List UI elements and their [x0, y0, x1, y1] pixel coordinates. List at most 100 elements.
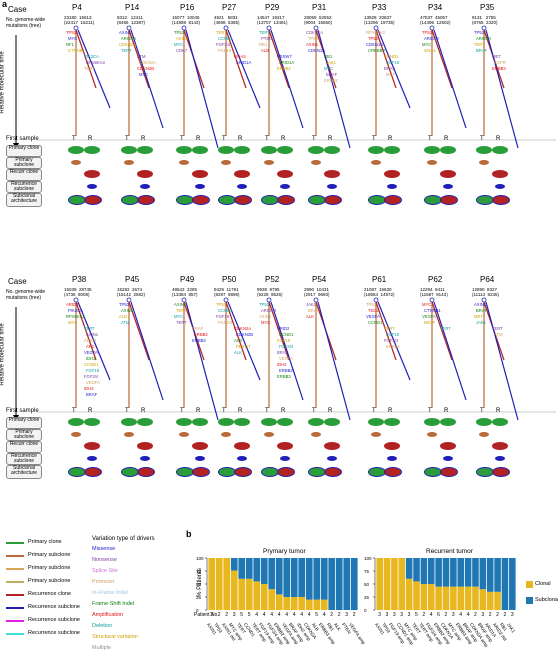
patient-count: 2 — [473, 612, 477, 618]
driver-P52-5: CCND1 — [279, 332, 294, 337]
driver-P31-8: ERBB2 — [324, 78, 338, 83]
driver-P33-1: TP53 — [368, 36, 379, 41]
clone-ellipse — [427, 159, 437, 165]
y-tick-label: 50 — [196, 581, 202, 587]
row-label-1: Primary subclone — [6, 429, 42, 441]
clone-ellipse — [277, 146, 293, 154]
clone-ellipse — [327, 455, 337, 461]
bar-clonal — [464, 586, 472, 610]
bar-subclonal — [350, 558, 358, 610]
clone-ellipse — [440, 467, 458, 477]
bar-clonal — [275, 594, 283, 610]
driver-P38-10: CCND1 — [84, 362, 99, 367]
patient-count: 4 — [429, 612, 433, 618]
legend-line-label: Recurrence clone — [28, 591, 72, 597]
clone-ellipse — [137, 170, 153, 178]
col-T: T — [428, 408, 432, 414]
clone-ellipse — [384, 442, 400, 450]
driver-P52-10: IDH2 — [277, 362, 287, 367]
col-R: R — [196, 136, 201, 142]
patient-count: 3 — [510, 612, 514, 618]
patient-count: 3 — [392, 612, 396, 618]
driver-P50-3: FGF3/4 — [218, 320, 233, 325]
mutation-count-label-top: No. genome-wide mutations (tree) — [6, 17, 46, 29]
bar-clonal — [268, 589, 276, 610]
clone-ellipse — [492, 170, 508, 178]
col-R: R — [388, 136, 393, 142]
clone-ellipse — [476, 418, 492, 426]
tree-sub-P4 — [77, 29, 111, 109]
driver-P54-2: ALK — [306, 314, 314, 319]
driver-P64-2: MET — [474, 314, 483, 319]
driver-P14-1: ARID1A — [121, 36, 137, 41]
clone-ellipse — [311, 431, 321, 437]
clone-ellipse — [384, 195, 402, 205]
patient-count: 3 — [345, 612, 349, 618]
driver-P34-1: ARID1A — [424, 36, 440, 41]
tree-recur-P61 — [375, 301, 397, 361]
case-counts-P49: 48643 2285 (13384 857) — [172, 287, 198, 297]
bar-subclonal — [290, 558, 298, 597]
bar-subclonal — [328, 558, 336, 610]
clone-ellipse — [492, 467, 510, 477]
col-R: R — [444, 408, 449, 414]
driver-P38-14: IDH2 — [84, 386, 94, 391]
bar-clonal — [290, 597, 298, 610]
case-counts-P33: 13928 20837 (13296 19735) — [364, 15, 395, 25]
driver-P62-0: MYC — [422, 302, 432, 307]
col-T: T — [372, 136, 376, 142]
clone-ellipse — [68, 418, 84, 426]
case-name-P54: P54 — [312, 275, 327, 284]
bar-subclonal — [230, 558, 238, 571]
clone-ellipse — [492, 442, 508, 450]
tree-sub-P14 — [130, 29, 164, 129]
driver-P52-8: BRAF — [277, 350, 289, 355]
col-T: T — [180, 136, 184, 142]
clone-ellipse — [424, 146, 440, 154]
clone-ellipse — [324, 195, 342, 205]
driver-P4-1: MYC — [68, 36, 78, 41]
driver-P38-1: PIK3CA — [68, 308, 83, 313]
driver-P14-3: TERT — [121, 48, 132, 53]
col-T: T — [372, 408, 376, 414]
clone-ellipse — [264, 159, 274, 165]
patient-count: 5 — [247, 612, 251, 618]
bar-subclonal — [298, 558, 306, 597]
legend-variation-item: Frame-Shift Indel — [92, 601, 135, 607]
clone-ellipse — [495, 183, 505, 189]
clone-ellipse — [443, 455, 453, 461]
driver-P62-3: BRAF — [424, 320, 436, 325]
col-R: R — [281, 136, 286, 142]
clone-ellipse — [234, 195, 252, 205]
tree-recur-P29 — [268, 29, 290, 89]
clone-ellipse — [221, 159, 231, 165]
bar-subclonal — [260, 558, 268, 584]
clone-ellipse — [427, 431, 437, 437]
driver-P61-6: FGF3/4 — [384, 338, 399, 343]
clone-ellipse — [84, 467, 102, 477]
legend-line-label: Recurrence subclone — [28, 604, 80, 610]
first-sample-label-bottom: First sample — [6, 408, 39, 414]
driver-P29-5: ARID1A — [279, 60, 295, 65]
case-counts-P62: 12294 9411 (11687 9143) — [420, 287, 448, 297]
clone-ellipse — [124, 159, 134, 165]
clone-ellipse — [280, 183, 290, 189]
legend-variation-item: In-Frame Indel — [92, 590, 128, 596]
driver-P31-7: BRAF — [326, 72, 338, 77]
case-name-P4: P4 — [72, 3, 82, 12]
driver-P52-1: ARID1B — [261, 308, 277, 313]
case-name-P38: P38 — [72, 275, 87, 284]
row-label-2: Recurr clone — [6, 441, 42, 453]
tree-sub-P64 — [485, 301, 519, 421]
tree-sub-P54 — [317, 301, 351, 421]
clone-ellipse — [440, 418, 456, 426]
clone-ellipse — [387, 183, 397, 189]
legend-line-label: Primary clone — [28, 539, 62, 545]
bar-clonal — [215, 558, 223, 610]
legend-line-swatch — [6, 594, 24, 596]
clone-ellipse — [308, 418, 324, 426]
row-label-1: Primary subclone — [6, 157, 42, 169]
clone-ellipse — [121, 146, 137, 154]
driver-P14-5: CDKN2A — [139, 60, 156, 65]
case-counts-P31: 28059 52552 (9004 15560) — [304, 15, 333, 25]
